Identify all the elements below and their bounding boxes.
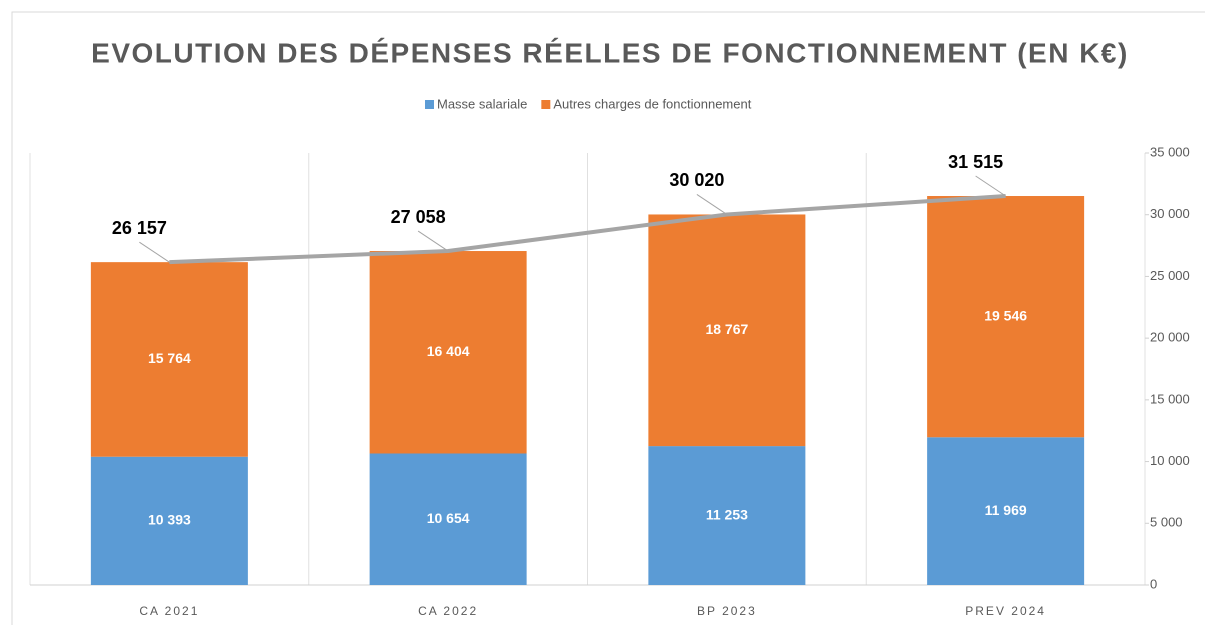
total-label: 31 515 — [948, 152, 1003, 172]
y-tick-label: 0 — [1150, 576, 1157, 591]
data-label: 19 546 — [984, 307, 1027, 323]
bar-segment — [90, 456, 248, 585]
bar-segment — [369, 453, 527, 585]
bar-segment — [90, 262, 248, 457]
leader-line — [975, 175, 1006, 197]
legend-label: Masse salariale — [437, 96, 527, 111]
y-tick-label: 15 000 — [1150, 391, 1190, 406]
bar-segment — [369, 251, 527, 454]
data-label: 18 767 — [705, 321, 748, 337]
x-tick-label: BP 2023 — [697, 604, 757, 618]
y-tick-label: 30 000 — [1150, 206, 1190, 221]
bar-segment — [648, 446, 806, 585]
chart-title: EVOLUTION DES DÉPENSES RÉELLES DE FONCTI… — [91, 37, 1129, 68]
y-tick-label: 20 000 — [1150, 330, 1190, 345]
y-tick-label: 35 000 — [1150, 144, 1190, 159]
leader-line — [417, 230, 449, 252]
data-label: 10 393 — [148, 512, 191, 528]
total-label: 30 020 — [669, 170, 724, 190]
data-label: 10 654 — [427, 510, 470, 526]
y-tick-label: 10 000 — [1150, 453, 1190, 468]
bar-segment — [648, 214, 806, 447]
data-label: 11 969 — [985, 502, 1027, 518]
data-label: 11 253 — [706, 506, 748, 522]
y-tick-label: 5 000 — [1150, 515, 1183, 530]
chart-frame — [11, 11, 1205, 625]
leader-line — [696, 194, 728, 215]
total-label: 26 157 — [112, 218, 167, 238]
legend-label: Autres charges de fonctionnement — [553, 96, 751, 111]
total-line — [169, 194, 1006, 265]
leader-line — [139, 241, 170, 263]
x-tick-label: PREV 2024 — [965, 604, 1046, 618]
y-tick-label: 25 000 — [1150, 268, 1190, 283]
legend-swatch — [541, 100, 551, 109]
bar-segment — [927, 196, 1085, 438]
legend-swatch — [425, 100, 434, 109]
x-tick-label: CA 2021 — [139, 604, 199, 618]
data-label: 16 404 — [427, 343, 470, 359]
x-tick-label: CA 2022 — [418, 604, 478, 618]
total-label: 27 058 — [391, 207, 446, 227]
bar-segment — [927, 437, 1085, 585]
data-label: 15 764 — [148, 350, 191, 366]
